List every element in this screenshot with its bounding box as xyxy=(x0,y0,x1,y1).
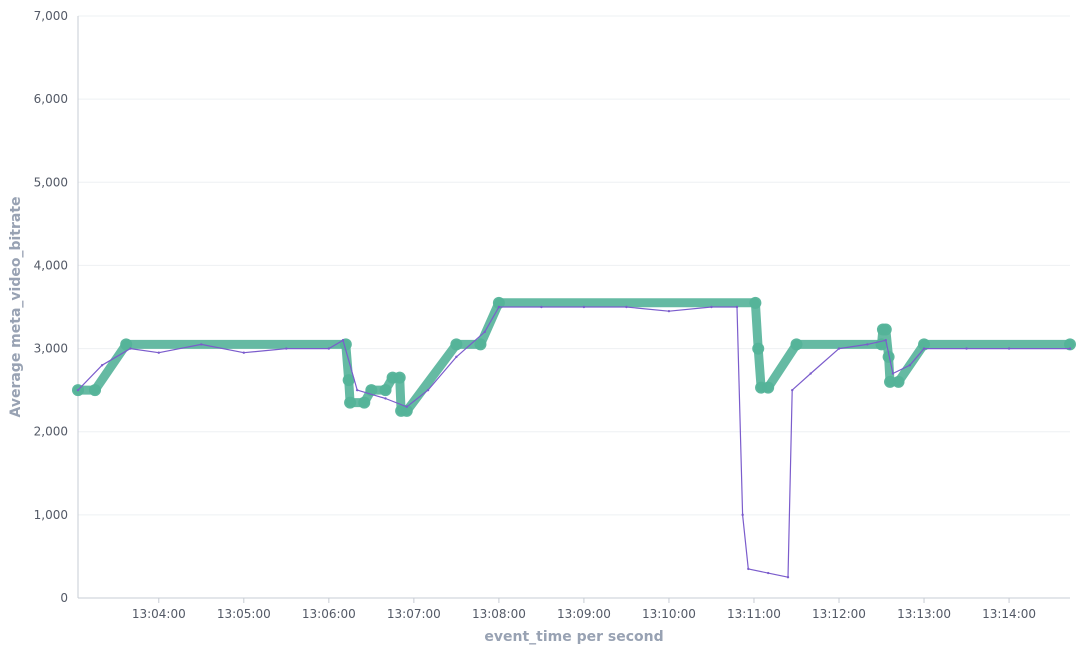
series-point-average xyxy=(379,384,392,397)
series-point-bitrate xyxy=(1068,347,1072,350)
x-tick-label: 13:07:00 xyxy=(387,607,441,621)
y-tick-label: 5,000 xyxy=(34,175,68,189)
y-tick-label: 6,000 xyxy=(34,92,68,106)
series-point-bitrate xyxy=(766,571,770,575)
series-point-average xyxy=(393,371,406,384)
series-point-average xyxy=(120,338,133,351)
series-point-bitrate xyxy=(837,347,841,350)
series-point-bitrate xyxy=(327,347,331,350)
series-point-bitrate xyxy=(497,305,501,309)
series-group xyxy=(72,296,1076,579)
series-point-bitrate xyxy=(100,364,104,367)
series-point-bitrate xyxy=(341,339,345,342)
series-point-average xyxy=(879,323,892,336)
y-tick-label: 0 xyxy=(60,591,68,605)
series-point-average xyxy=(790,338,803,351)
series-point-bitrate xyxy=(809,372,812,375)
x-axis-title: event_time per second xyxy=(484,629,663,645)
series-point-bitrate xyxy=(355,388,359,392)
series-point-bitrate xyxy=(891,372,895,375)
series-point-bitrate xyxy=(884,339,887,342)
x-tick-label: 13:13:00 xyxy=(897,607,951,621)
x-tick-label: 13:10:00 xyxy=(642,607,696,621)
y-tick-label: 3,000 xyxy=(34,342,68,356)
series-point-bitrate xyxy=(76,388,80,392)
series-point-average xyxy=(400,404,413,417)
series-point-bitrate xyxy=(483,330,486,334)
series-point-bitrate xyxy=(426,388,430,392)
series-point-average xyxy=(749,296,762,309)
series-point-bitrate xyxy=(200,343,203,346)
series-point-bitrate xyxy=(129,347,132,350)
series-point-bitrate xyxy=(791,388,794,392)
x-tick-label: 13:08:00 xyxy=(472,607,526,621)
series-point-average xyxy=(474,338,487,351)
x-tick-label: 13:12:00 xyxy=(812,607,866,621)
series-point-bitrate xyxy=(157,351,160,354)
y-tick-label: 1,000 xyxy=(34,508,68,522)
series-point-bitrate xyxy=(667,309,671,313)
x-tick-label: 13:11:00 xyxy=(727,607,781,621)
series-point-average xyxy=(450,338,463,351)
series-point-average xyxy=(358,396,371,409)
series-point-bitrate xyxy=(908,364,912,367)
series-point-average xyxy=(344,396,357,409)
series-point-bitrate xyxy=(735,305,739,309)
x-tick-label: 13:14:00 xyxy=(982,607,1036,621)
y-tick-label: 7,000 xyxy=(34,9,68,23)
series-point-bitrate xyxy=(405,405,408,408)
series-point-average xyxy=(752,342,765,355)
y-axis: 0 1,000 2,000 3,000 4,000 5,000 6,000 7,000 xyxy=(34,9,79,605)
series-point-bitrate xyxy=(1007,347,1011,350)
series-point-bitrate xyxy=(242,351,246,354)
series-point-average xyxy=(884,375,897,388)
x-tick-label: 13:09:00 xyxy=(557,607,611,621)
series-point-bitrate xyxy=(285,347,288,350)
series-point-bitrate xyxy=(965,347,968,350)
y-axis-title: Average meta_video_bitrate xyxy=(8,196,24,417)
y-tick-label: 4,000 xyxy=(34,258,68,272)
series-point-average xyxy=(492,296,505,309)
series-point-bitrate xyxy=(540,305,543,309)
series-point-bitrate xyxy=(741,513,744,517)
series-point-bitrate xyxy=(582,305,586,309)
series-point-average xyxy=(892,375,905,388)
series-point-bitrate xyxy=(455,355,458,359)
series-point-bitrate xyxy=(384,397,387,400)
x-tick-label: 13:04:00 xyxy=(132,607,186,621)
series-point-bitrate xyxy=(786,576,790,579)
x-tick-label: 13:05:00 xyxy=(217,607,271,621)
series-point-bitrate xyxy=(866,343,869,346)
x-axis: 13:04:00 13:05:00 13:06:00 13:07:00 13:08:00… xyxy=(78,597,1070,621)
series-point-bitrate xyxy=(922,347,926,350)
series-point-bitrate xyxy=(747,567,750,571)
y-tick-label: 2,000 xyxy=(34,425,68,439)
series-point-bitrate xyxy=(710,305,713,309)
series-point-average xyxy=(1064,338,1076,351)
series-line-average xyxy=(73,298,1075,416)
series-point-average xyxy=(762,381,775,394)
series-point-average xyxy=(89,384,102,397)
series-point-average xyxy=(882,350,895,363)
series-point-bitrate xyxy=(625,305,628,309)
x-tick-label: 13:06:00 xyxy=(302,607,356,621)
series-point-average xyxy=(342,374,355,387)
series-point-average xyxy=(918,338,931,351)
